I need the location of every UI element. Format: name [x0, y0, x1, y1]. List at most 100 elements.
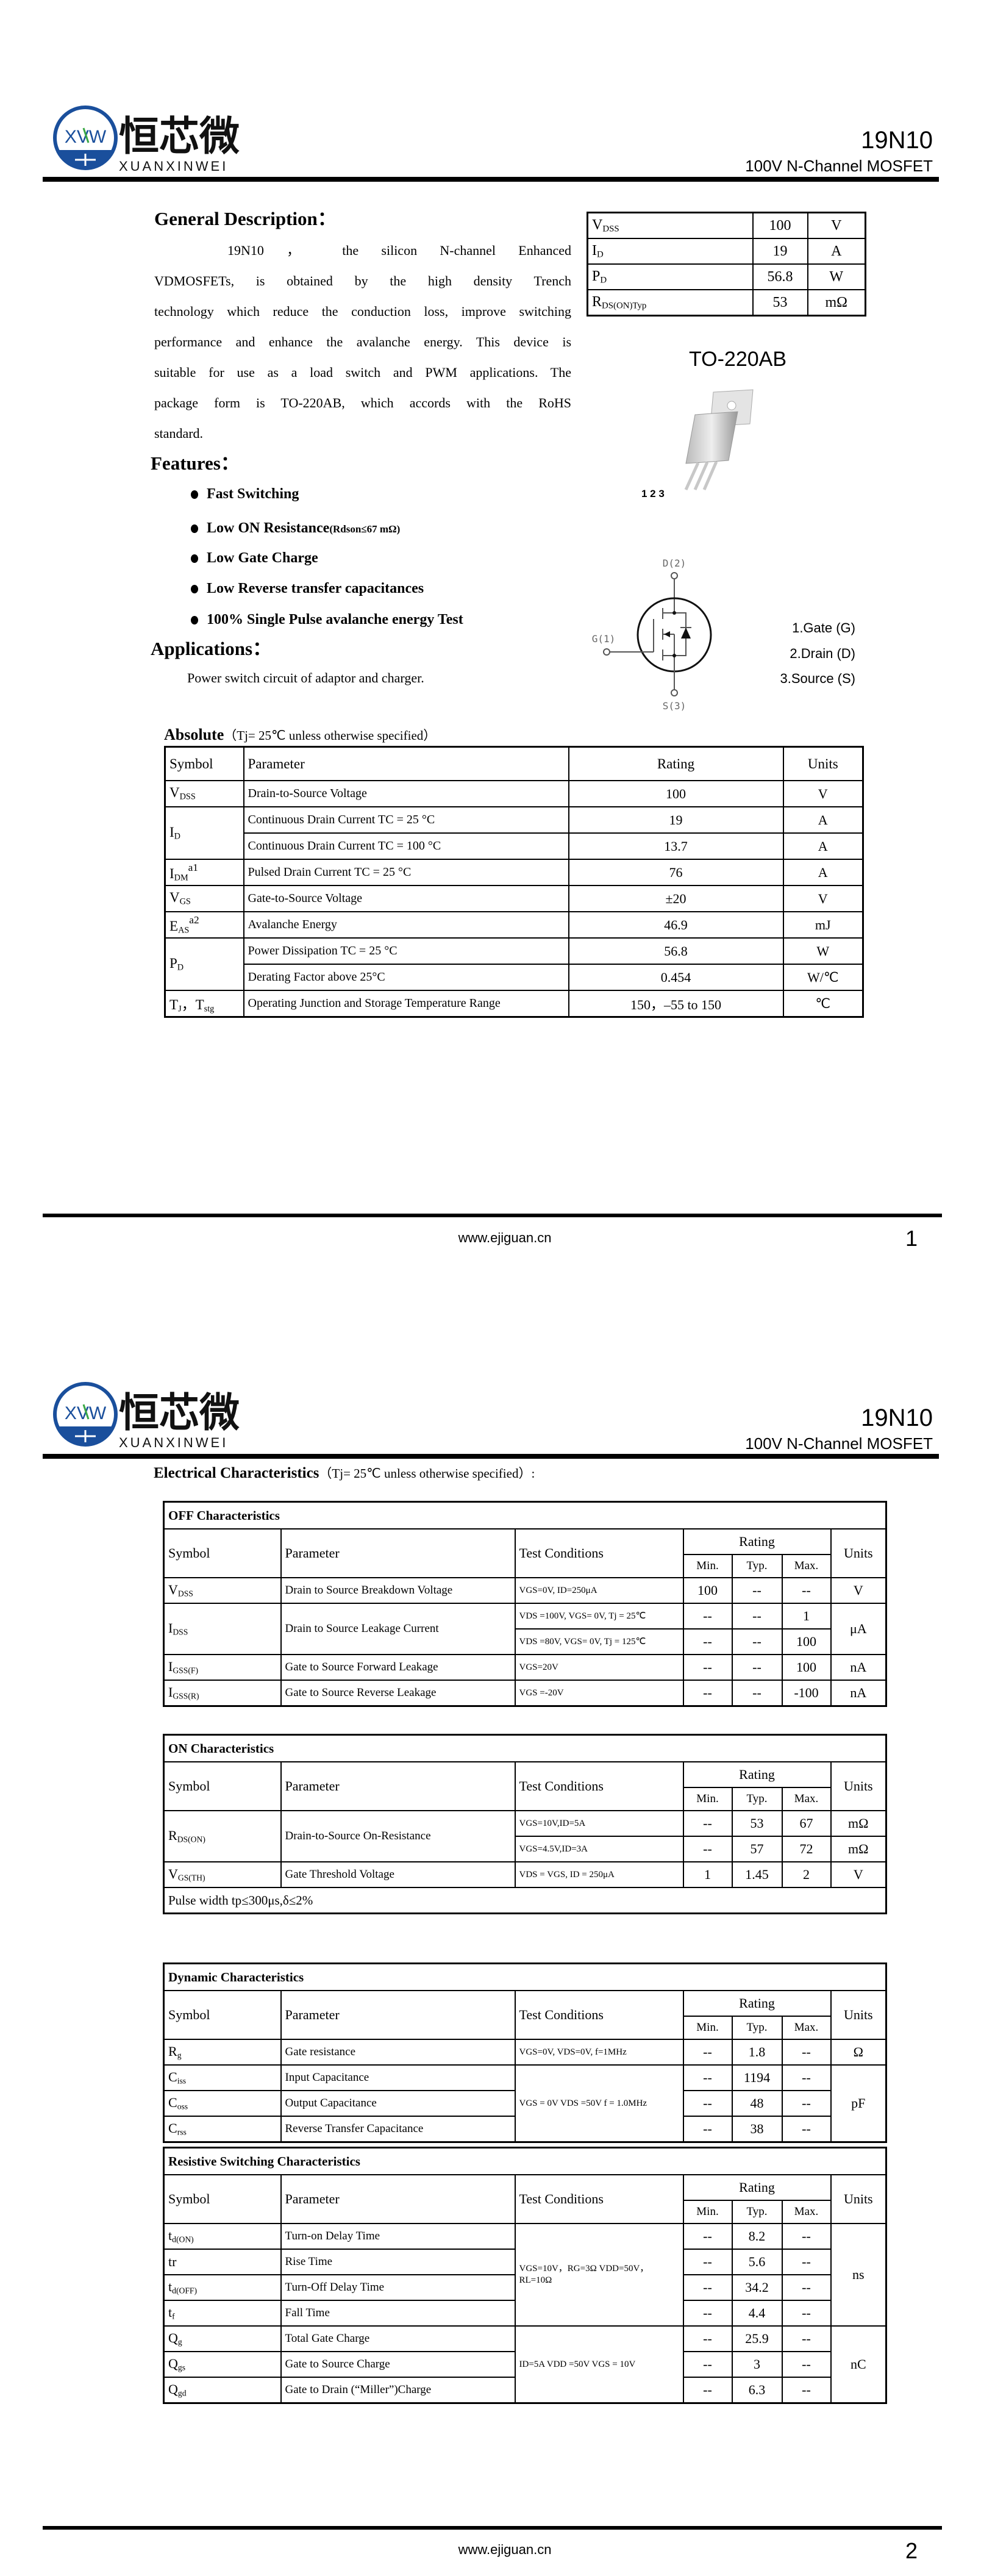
brand-logo: XVW 恒芯微 XUANXINWEI [52, 102, 253, 179]
symbol-main: V [168, 1866, 178, 1882]
column-header: Parameter [243, 746, 569, 781]
cell-typ: 3 [731, 2351, 783, 2378]
symbol-main: tr [168, 2254, 177, 2269]
cell-param: Drain to Source Breakdown Voltage [280, 1577, 516, 1604]
cell-cond: VGS =-20V [514, 1680, 684, 1707]
cell-max: -- [781, 2351, 832, 2378]
column-header-symbol: Symbol [163, 2174, 282, 2224]
table-row: VGS(TH) Gate Threshold Voltage VDS = VGS, … [163, 1861, 887, 1888]
cell-sym: EASa2 [164, 911, 244, 939]
table-row: Continuous Drain Current TC = 100 °C 13.7… [165, 832, 864, 860]
absolute-ratings-title: Absolute（Tj= 25℃ unless otherwise specif… [164, 726, 436, 744]
cell-cond: VDS =80V, VGS= 0V, Tj = 125℃ [514, 1628, 684, 1655]
cell-param: Derating Factor above 25°C [243, 964, 569, 991]
cell-min: -- [682, 2064, 733, 2091]
applications-text: Power switch circuit of adaptor and char… [187, 670, 424, 685]
general-description-text: 19N10 ， the silicon N-channel Enhanced VD… [154, 235, 571, 449]
table-row: EASa2 Avalanche Energy 46.9 mJ [164, 911, 864, 939]
symbol-main: I [169, 824, 174, 840]
table-row: VGS Gate-to-Source Voltage ±20 V [164, 885, 864, 912]
symbol-main: C [168, 2095, 177, 2111]
cell-unit: mΩ [830, 1836, 887, 1862]
description-line: VDMOSFETs, is obtained by the high densi… [154, 273, 571, 288]
symbol-main: t [168, 2279, 173, 2295]
symbol-subscript: f [172, 2311, 175, 2321]
package-image [684, 389, 754, 491]
bullet-icon [191, 616, 198, 625]
symbol-main: I [168, 1684, 173, 1700]
cell-cond: VGS=20V [514, 1654, 684, 1681]
column-header-min: Min. [682, 2200, 733, 2224]
cell-typ: 6.3 [731, 2377, 783, 2404]
column-header-parameter: Parameter [280, 1990, 516, 2040]
cell-unit: V [782, 780, 864, 807]
column-header-max: Max. [781, 2016, 832, 2040]
symbol-main: I [168, 1620, 173, 1636]
cell-rating: 19 [568, 806, 784, 834]
cell-typ: 1194 [731, 2064, 783, 2091]
part-subtitle: 100V N-Channel MOSFET [745, 1434, 933, 1453]
cell-param: Drain-to-Source Voltage [243, 780, 569, 807]
footer-url[interactable]: www.ejiguan.cn [458, 1230, 552, 1245]
table-row: VDS =80V, VGS= 0V, Tj = 125℃ -- -- 100 [164, 1628, 886, 1655]
table-header-row: Symbol Parameter Test Conditions Rating Unit… [163, 2174, 887, 2224]
features-title: Features： [151, 453, 240, 474]
symbol-main: R [168, 1828, 177, 1844]
general-description-title: General Description： [154, 208, 337, 229]
symbol-subscript: AS [178, 925, 190, 936]
cell-max: 67 [781, 1810, 832, 1837]
cell-typ: 4.4 [731, 2300, 783, 2327]
page-number: 2 [905, 2538, 918, 2563]
cell-unit: W/℃ [782, 964, 864, 991]
feature-text: 100% Single Pulse avalanche energy Test [207, 612, 463, 628]
key-spec-row: VDSS 100 V [587, 212, 866, 239]
cell-param: Operating Junction and Storage Temperatu… [243, 990, 569, 1018]
cell-param: Gate to Drain (“Miller”)Charge [280, 2377, 516, 2404]
symbol-main: I [169, 865, 174, 881]
column-header-max: Max. [781, 1554, 832, 1578]
symbol-main: t [168, 2228, 173, 2244]
symbol-subscript: J [178, 1004, 182, 1014]
symbol-subscript: D [174, 831, 180, 842]
cell-min: -- [682, 2300, 733, 2327]
table-header-row: Symbol Parameter Test Conditions Rating Unit… [163, 1990, 887, 2040]
column-header-symbol: Symbol [163, 1990, 282, 2040]
symbol-main: V [169, 785, 180, 801]
cell-param: Output Capacitance [280, 2090, 516, 2117]
cell-max: -- [781, 2116, 832, 2143]
cell-param: Drain to Source Leakage Current [280, 1603, 516, 1655]
pin-gate: 1.Gate (G) [792, 620, 855, 635]
cell-typ: 53 [731, 1810, 783, 1837]
footer-url[interactable]: www.ejiguan.cn [458, 2542, 552, 2557]
symbol-subscript: d(ON) [172, 2234, 194, 2244]
cell-param: Gate resistance [280, 2039, 516, 2066]
symbol-subscript: d(OFF) [172, 2286, 198, 2295]
table-row: VDSS Drain-to-Source Voltage 100 V [164, 780, 864, 807]
table-row: Qgd Gate to Drain (“Miller”)Charge -- 6.3 -- [163, 2377, 886, 2404]
cell-rating: ±20 [568, 885, 784, 912]
cell-min: -- [682, 2116, 733, 2143]
cell-sym: td(ON) [163, 2223, 282, 2250]
cell-unit: nC [830, 2325, 887, 2404]
cell-rating: 0.454 [568, 964, 784, 991]
key-spec-row: RDS(ON)Typ 53 mΩ [587, 289, 866, 317]
column-header-conditions: Test Conditions [514, 2174, 684, 2224]
cell-sym: Qg [163, 2325, 282, 2352]
brand-name-cn: 恒芯微 [119, 113, 240, 160]
table-row: IGSS(R) Gate to Source Reverse Leakage VGS… [163, 1680, 887, 1707]
feature-item: Low Gate Charge [191, 549, 318, 567]
cell-sym: Qgd [163, 2377, 282, 2404]
spec-symbol: VDSS [587, 212, 754, 239]
cell-sym: VGS [164, 885, 244, 912]
cell-min: 1 [682, 1861, 733, 1888]
cell-param: Turn-Off Delay Time [280, 2274, 516, 2301]
table-note-row: Pulse width tp≤300μs,δ≤2% [163, 1887, 887, 1914]
symbol-main: C [168, 2069, 177, 2085]
feature-item: Low ON Resistance(Rdson≤67 mΩ) [191, 520, 400, 538]
symbol-subscript: D [597, 249, 604, 260]
part-subtitle: 100V N-Channel MOSFET [745, 157, 933, 175]
table-row: Derating Factor above 25°C 0.454 W/℃ [165, 964, 864, 991]
table-row: Qgs Gate to Source Charge -- 3 -- [163, 2351, 886, 2378]
elec-title-condition: （Tj= 25℃ unless otherwise specified）: [319, 1466, 535, 1481]
brand-name-en: XUANXINWEI [119, 1435, 228, 1450]
